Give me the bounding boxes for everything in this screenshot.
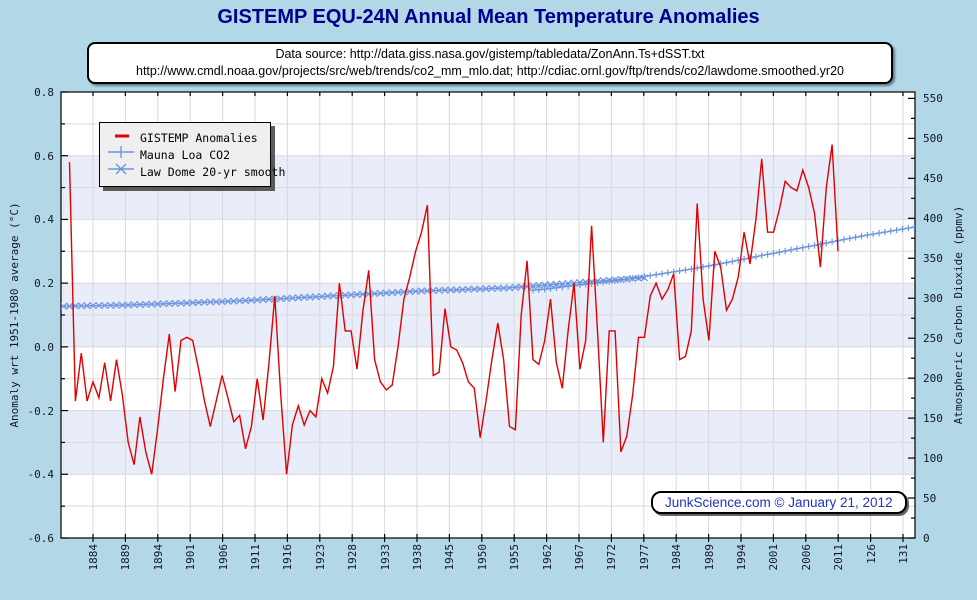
right-tick-label: 50 (923, 492, 937, 506)
left-tick-label: -0.2 (27, 404, 55, 418)
x-tick-label: 1901 (184, 544, 198, 571)
data-source-line-1: Data source: http://data.giss.nasa.gov/g… (275, 47, 705, 61)
x-tick-label: 1967 (573, 544, 586, 571)
legend-label: Mauna Loa CO2 (140, 147, 231, 162)
x-tick-label: 1994 (735, 544, 748, 571)
cross-marker-icon (106, 162, 136, 181)
red-line-icon (106, 129, 136, 147)
x-tick-label: 1889 (119, 544, 133, 571)
x-tick-label: 1950 (475, 544, 489, 571)
left-axis-title: Anomaly wrt 1951-1980 average (°C) (8, 202, 21, 428)
x-tick-label: 1933 (378, 544, 392, 571)
left-tick-label: 0.4 (34, 213, 54, 227)
x-tick-label: 1984 (670, 544, 684, 571)
x-tick-label: 1884 (87, 544, 100, 571)
x-tick-label: 2001 (767, 544, 781, 571)
right-tick-label: 400 (923, 212, 943, 226)
right-tick-label: 250 (923, 332, 943, 346)
left-tick-label: 0.8 (34, 86, 54, 99)
x-tick-label: 1906 (216, 544, 230, 571)
x-tick-label: 2011 (832, 544, 846, 571)
x-tick-label: 1923 (313, 544, 327, 571)
x-tick-label: 1977 (637, 544, 651, 571)
right-tick-label: 100 (923, 452, 943, 466)
x-tick-label: 126 (864, 544, 878, 564)
right-axis-title: Atmospheric Carbon Dioxide (ppmv) (952, 205, 965, 425)
data-source-box: Data source: http://data.giss.nasa.gov/g… (87, 42, 893, 84)
x-tick-label: 1962 (540, 544, 554, 571)
right-tick-label: 300 (923, 292, 943, 306)
left-tick-label: -0.6 (27, 532, 55, 545)
legend-item-law-dome: Law Dome 20-yr smooth (106, 162, 285, 181)
right-tick-label: 500 (923, 132, 943, 146)
left-tick-label: 0.6 (34, 149, 54, 163)
right-tick-label: 0 (923, 532, 930, 545)
x-tick-label: 1945 (443, 544, 457, 571)
x-tick-label: 1911 (249, 544, 262, 571)
x-tick-label: 2006 (799, 544, 813, 571)
x-tick-label: 131 (897, 544, 910, 564)
right-tick-label: 200 (923, 372, 943, 386)
data-source-line-2: http://www.cmdl.noaa.gov/projects/src/we… (136, 64, 844, 78)
x-tick-label: 1938 (411, 544, 424, 571)
right-tick-label: 150 (923, 412, 943, 426)
left-tick-label: -0.4 (27, 468, 55, 482)
right-tick-label: 550 (923, 92, 943, 106)
legend-label: GISTEMP Anomalies (140, 130, 258, 145)
x-tick-label: 1894 (151, 544, 165, 571)
x-tick-label: 1972 (605, 544, 619, 571)
x-tick-label: 1989 (702, 544, 716, 571)
legend: GISTEMP Anomalies Mauna Loa CO2 Law Dome… (99, 122, 285, 187)
right-tick-label: 450 (923, 172, 943, 186)
x-tick-label: 1928 (346, 544, 360, 571)
plus-marker-icon (106, 145, 136, 164)
legend-item-gistemp: GISTEMP Anomalies (106, 129, 262, 146)
right-tick-label: 350 (923, 252, 943, 266)
junkscience-badge: JunkScience.com © January 21, 2012 (651, 491, 907, 514)
x-tick-label: 1916 (281, 544, 295, 571)
x-tick-label: 1955 (508, 544, 522, 571)
legend-item-mauna-loa: Mauna Loa CO2 (106, 146, 262, 163)
left-tick-label: 0.0 (34, 340, 54, 354)
legend-label: Law Dome 20-yr smooth (140, 164, 286, 179)
left-tick-label: 0.2 (34, 277, 54, 291)
page-title: GISTEMP EQU-24N Annual Mean Temperature … (217, 6, 760, 28)
